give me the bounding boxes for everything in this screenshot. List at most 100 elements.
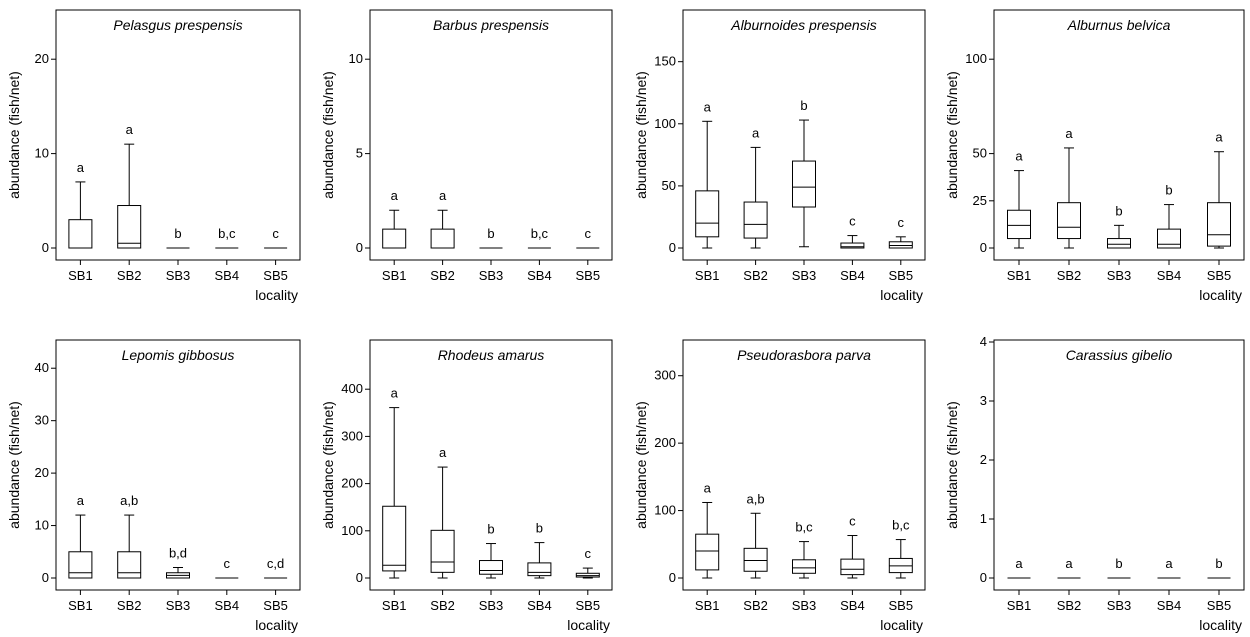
box-SB5: b,c SB5 xyxy=(889,518,914,613)
box-SB1: a SB1 xyxy=(695,99,720,283)
box-iqr xyxy=(430,529,455,573)
box-iqr xyxy=(888,241,913,249)
group-letter: a xyxy=(391,386,399,401)
y-tick-label: 20 xyxy=(35,51,49,66)
box-SB2: a,b SB2 xyxy=(743,491,768,613)
x-tick-label: SB1 xyxy=(1007,268,1032,283)
y-tick-label: 100 xyxy=(341,523,363,538)
group-letter: b xyxy=(1215,556,1222,571)
x-tick-label: SB1 xyxy=(695,598,720,613)
x-tick-label: SB5 xyxy=(1207,268,1232,283)
box-iqr xyxy=(840,242,865,249)
x-tick-label: SB5 xyxy=(263,598,288,613)
panel-title: Carassius gibelio xyxy=(1066,347,1173,363)
x-tick-label: SB3 xyxy=(792,598,817,613)
box-SB3: b SB3 xyxy=(792,98,817,283)
box-SB3: b SB3 xyxy=(1107,556,1132,613)
group-letter: b,d xyxy=(169,546,187,561)
x-axis-title: locality xyxy=(255,617,298,633)
y-tick-label: 0 xyxy=(669,240,676,255)
x-tick-label: SB4 xyxy=(1157,268,1182,283)
y-tick-label: 400 xyxy=(341,381,363,396)
plot-frame xyxy=(369,9,613,261)
y-axis-title: abundance (fish/net) xyxy=(6,401,22,529)
box-SB4: c SB4 xyxy=(840,214,865,283)
x-tick-label: SB2 xyxy=(1057,598,1082,613)
box-iqr xyxy=(792,160,816,208)
box-iqr xyxy=(382,228,407,249)
box-iqr xyxy=(527,562,552,577)
group-letter: a,b xyxy=(120,493,138,508)
x-tick-label: SB4 xyxy=(840,598,865,613)
box-SB4: b SB4 xyxy=(1157,183,1182,283)
group-letter: a xyxy=(439,188,447,203)
box-SB5: b SB5 xyxy=(1207,556,1232,613)
y-tick-label: 0 xyxy=(42,570,49,585)
box-SB3: b,c SB3 xyxy=(792,520,817,613)
y-tick-label: 20 xyxy=(35,465,49,480)
y-tick-label: 100 xyxy=(965,51,987,66)
x-tick-label: SB4 xyxy=(215,598,240,613)
y-axis-title: abundance (fish/net) xyxy=(944,401,960,529)
x-axis-title: locality xyxy=(1199,617,1242,633)
group-letter: b xyxy=(1115,203,1122,218)
panel-3: Alburnoides prespensis 0 50 100 150 abundance… xyxy=(633,9,926,303)
y-tick-label: 10 xyxy=(35,146,49,161)
group-letter: c xyxy=(272,226,279,241)
x-tick-label: SB1 xyxy=(382,268,407,283)
box-iqr xyxy=(382,505,407,572)
box-SB2: a SB2 xyxy=(430,188,455,283)
panel-title: Alburnus belvica xyxy=(1067,17,1171,33)
y-axis-title: abundance (fish/net) xyxy=(633,401,649,529)
panel-2: Barbus prespensis 0 5 10 abundance (fish/net… xyxy=(320,9,613,283)
box-SB4: c SB4 xyxy=(840,514,865,613)
box-SB3: b SB3 xyxy=(166,226,191,283)
group-letter: b xyxy=(1115,556,1122,571)
box-iqr xyxy=(430,228,455,249)
x-tick-label: SB3 xyxy=(1107,268,1132,283)
x-tick-label: SB3 xyxy=(479,268,504,283)
group-letter: a xyxy=(704,480,712,495)
group-letter: c xyxy=(585,226,592,241)
box-SB5: c SB5 xyxy=(263,226,288,283)
box-SB2: a SB2 xyxy=(1057,126,1082,283)
x-tick-label: SB5 xyxy=(1207,598,1232,613)
panel-7: Pseudorasbora parva 0 100 200 300 abundance (… xyxy=(633,339,926,633)
box-SB4: b SB4 xyxy=(527,521,552,613)
box-SB3: b,d SB3 xyxy=(166,546,191,613)
x-axis-title: locality xyxy=(880,617,923,633)
x-tick-label: SB3 xyxy=(792,268,817,283)
y-axis-title: abundance (fish/net) xyxy=(320,71,336,199)
y-tick-label: 100 xyxy=(654,116,676,131)
group-letter: c xyxy=(224,556,231,571)
y-tick-label: 300 xyxy=(341,428,363,443)
y-tick-label: 3 xyxy=(980,393,987,408)
group-letter: a xyxy=(391,188,399,203)
x-tick-label: SB1 xyxy=(68,268,93,283)
x-tick-label: SB1 xyxy=(382,598,407,613)
y-tick-label: 40 xyxy=(35,360,49,375)
x-tick-label: SB2 xyxy=(743,598,768,613)
panel-5: Lepomis gibbosus 0 10 20 30 40 abundance (fish… xyxy=(6,339,301,633)
x-tick-label: SB5 xyxy=(889,268,914,283)
y-tick-label: 2 xyxy=(980,452,987,467)
box-SB1: a SB1 xyxy=(382,386,407,613)
group-letter: a xyxy=(1165,556,1173,571)
y-tick-label: 50 xyxy=(662,178,676,193)
panel-title: Pseudorasbora parva xyxy=(737,347,871,363)
group-letter: a xyxy=(1015,149,1023,164)
group-letter: a xyxy=(126,122,134,137)
box-SB4: a SB4 xyxy=(1157,556,1182,613)
box-iqr xyxy=(68,551,93,579)
box-SB2: a,b SB2 xyxy=(117,493,142,613)
box-iqr xyxy=(479,560,503,575)
box-SB3: b SB3 xyxy=(1107,203,1132,283)
box-iqr xyxy=(1207,202,1231,247)
x-tick-label: SB4 xyxy=(215,268,240,283)
group-letter: c xyxy=(898,215,905,230)
y-tick-label: 200 xyxy=(654,435,676,450)
box-iqr xyxy=(792,559,816,574)
box-iqr xyxy=(117,205,142,249)
panel-title: Pelasgus prespensis xyxy=(113,17,242,33)
box-SB4: b,c SB4 xyxy=(215,226,240,283)
